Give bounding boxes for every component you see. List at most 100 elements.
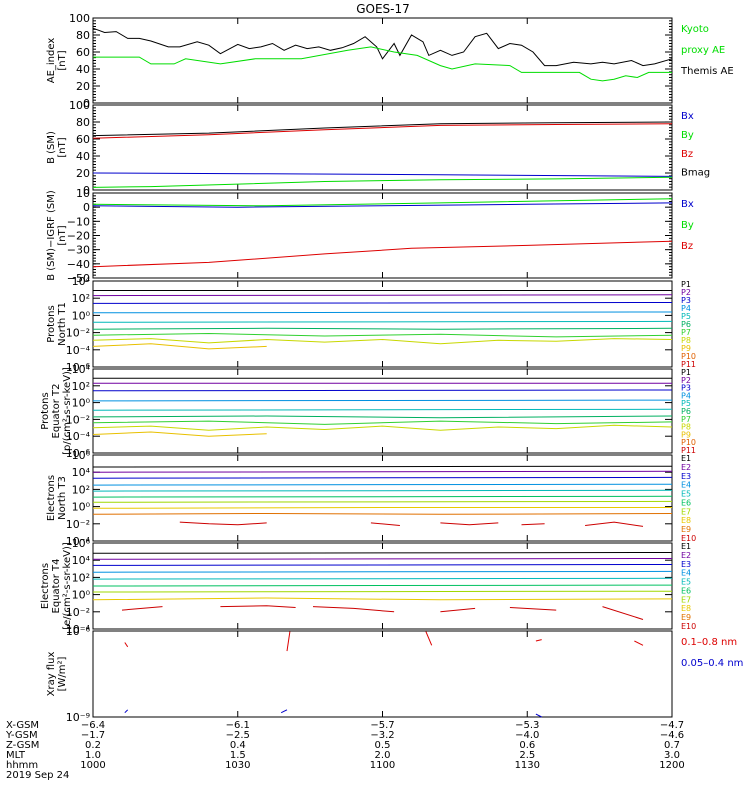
y-axis-label: [nT] [57, 50, 68, 70]
y-tick-label: 10⁻² [66, 518, 90, 531]
series-e1 [92, 465, 673, 468]
y-tick-label: −30 [67, 244, 90, 257]
x-tick-label: −4.0 [515, 730, 539, 741]
y-tick-label: 10⁴ [72, 466, 91, 479]
panel-frame [92, 280, 673, 368]
series-e9 [92, 512, 673, 515]
series-segment [585, 521, 644, 527]
x-tick-label: −6.1 [226, 720, 250, 731]
series-segment [220, 605, 296, 608]
x-tick-label: −5.3 [515, 720, 539, 731]
x-row-label: hhmm [6, 760, 38, 771]
series-bz [92, 240, 673, 268]
legend-label: E2 [681, 551, 691, 560]
legend-label: P2 [681, 376, 691, 385]
legend-label: Themis AE [680, 66, 734, 77]
y-tick-label: 10⁻⁴ [66, 623, 91, 636]
y-axis-label: B (SM) [46, 131, 57, 164]
legend-label: E9 [681, 525, 691, 534]
panel-frame [92, 104, 673, 191]
series-p3 [92, 389, 673, 392]
legend-label: P8 [681, 336, 691, 345]
y-axis-label: [nT] [57, 137, 68, 157]
legend-label: P1 [681, 280, 691, 289]
legend-label: E10 [681, 622, 696, 631]
series-segment [124, 709, 129, 714]
series-p8 [92, 424, 673, 431]
legend-label: By [681, 130, 694, 141]
legend-label: P3 [681, 384, 691, 393]
legend-label: P4 [681, 391, 691, 400]
x-tick-label: 1130 [515, 760, 540, 771]
x-tick-label: −4.6 [660, 730, 684, 741]
y-tick-label: 10⁻⁴ [66, 535, 91, 548]
series-bx [92, 202, 673, 208]
series-p4 [92, 311, 673, 314]
panel-ae: 100 80 60 40 20 0 AE_index [nT] Kyoto proxy AE The… [46, 12, 734, 110]
y-tick-label: 10⁻² [66, 327, 90, 340]
series-segment [521, 523, 545, 526]
legend-label: E1 [681, 542, 691, 551]
y-tick-label: 10⁴ [72, 554, 91, 567]
series-by [92, 176, 673, 188]
legend-label: P9 [681, 344, 691, 353]
y-tick-label: −20 [67, 230, 90, 243]
y-tick-label: 100 [69, 99, 90, 112]
series-segment [286, 631, 291, 652]
x-tick-label: 1.5 [230, 750, 246, 761]
x-tick-label: −4.7 [660, 720, 684, 731]
legend-label: Bz [681, 241, 693, 252]
x-tick-label: 0.6 [519, 740, 535, 751]
y-axis-label: Xray flux [46, 652, 57, 697]
x-tick-label: 1000 [80, 760, 105, 771]
legend-label: Kyoto [681, 24, 709, 35]
x-tick-label: 0.5 [375, 740, 391, 751]
y-tick-label: 10⁻⁶ [66, 447, 91, 460]
series-e3 [92, 564, 673, 566]
series-segment [124, 642, 129, 648]
y-tick-label: 20 [76, 80, 90, 93]
y-tick-label: 10 [76, 187, 90, 200]
legend-label: P8 [681, 423, 691, 432]
series-segment [425, 631, 433, 646]
x-row-label: Z-GSM [6, 740, 39, 751]
legend-label: E8 [681, 604, 691, 613]
y-axis-label: [W/m²] [57, 656, 68, 691]
legend-label: P9 [681, 430, 691, 439]
legend-label: E5 [681, 490, 691, 499]
panel-frame [92, 17, 673, 104]
y-tick-label: 0 [83, 97, 90, 110]
y-axis-label: North T1 [57, 302, 68, 346]
legend-label: Bx [681, 199, 694, 210]
x-tick-label: −3.2 [370, 730, 394, 741]
y-tick-label: 10⁻⁶ [66, 625, 91, 638]
x-row-label: X-GSM [6, 720, 39, 731]
legend-label: E6 [681, 586, 691, 595]
y-axis-label: Equator T4 [51, 559, 62, 614]
legend-label: E9 [681, 613, 691, 622]
series-p3 [92, 302, 673, 304]
legend-label: E10 [681, 534, 696, 543]
legend-label: E2 [681, 463, 691, 472]
y-tick-label: 10² [72, 571, 90, 584]
series-e5 [92, 489, 673, 492]
legend-label: E1 [681, 454, 691, 463]
x-row-label: Y-GSM [5, 730, 38, 741]
series-e7 [92, 500, 673, 503]
legend-label: P2 [681, 288, 691, 297]
y-tick-label: 10⁻⁴ [66, 430, 91, 443]
series-p4 [92, 399, 673, 402]
y-tick-label: 100 [69, 12, 90, 25]
y-axis-label: Protons [40, 392, 51, 429]
legend-label: P7 [681, 328, 691, 337]
y-tick-label: 0 [83, 201, 90, 214]
legend-label: Bz [681, 149, 693, 160]
series-p9 [92, 343, 267, 350]
legend-label: E3 [681, 560, 691, 569]
y-tick-label: 80 [76, 116, 90, 129]
y-tick-label: 10⁰ [72, 309, 91, 322]
series-kyoto-proxy-ae [93, 46, 672, 82]
